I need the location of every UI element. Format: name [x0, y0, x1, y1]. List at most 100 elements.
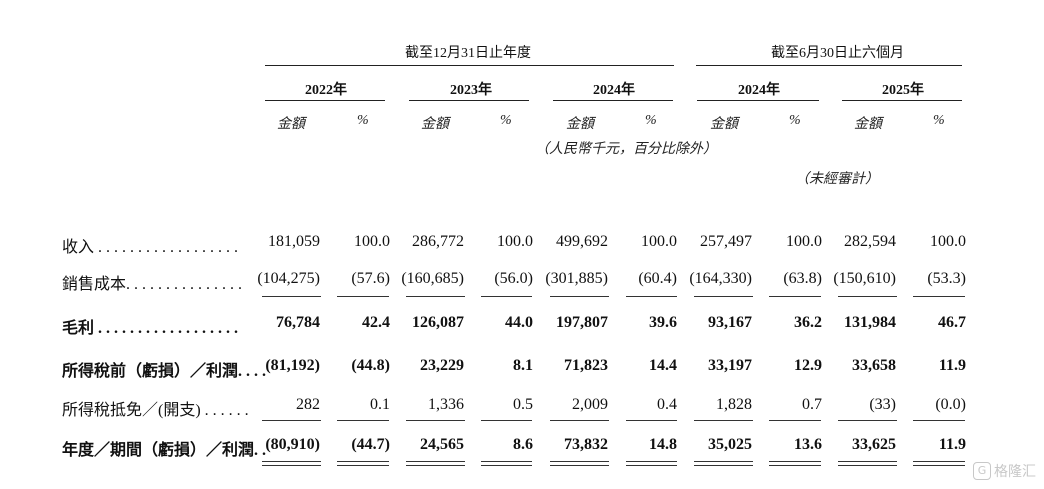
row-label: 毛利 . . . . . . . . . . . . . . . . . .	[62, 320, 239, 337]
cell-amount-2022: 181,059	[268, 233, 320, 250]
total-double-rule	[406, 461, 465, 462]
cell-pct-2024-h1: (63.8)	[783, 270, 822, 287]
total-double-rule	[769, 465, 821, 466]
cell-amount-2023: (160,685)	[401, 270, 464, 287]
subtotal-rule	[694, 296, 753, 297]
cell-pct-2024-h1: 13.6	[794, 436, 822, 453]
cell-amount-2024: 499,692	[556, 233, 608, 250]
subtotal-rule	[481, 420, 532, 421]
cell-amount-2025-h1: 131,984	[844, 314, 896, 331]
total-double-rule	[913, 465, 965, 466]
row-label: 收入 . . . . . . . . . . . . . . . . . .	[62, 239, 239, 256]
col-pct-2024-h1: %	[789, 113, 801, 128]
total-double-rule	[694, 465, 753, 466]
year-2025-h1: 2025年	[882, 83, 924, 98]
cell-pct-2022: 100.0	[354, 233, 390, 250]
watermark: G 格隆汇	[973, 461, 1036, 481]
cell-pct-2022: 42.4	[362, 314, 390, 331]
cell-pct-2023: 0.5	[513, 396, 533, 413]
cell-amount-2023: 24,565	[420, 436, 464, 453]
year-2025-h1-rule	[842, 100, 962, 101]
row-label: 年度／期間（虧損）／利潤. .	[62, 442, 267, 459]
cell-amount-2024: 71,823	[564, 357, 608, 374]
cell-pct-2023: 100.0	[497, 233, 533, 250]
subtotal-rule	[406, 296, 465, 297]
year-2024-rule	[553, 100, 673, 101]
cell-amount-2024: 197,807	[556, 314, 608, 331]
col-amount-2024-h1: 金額	[710, 117, 738, 132]
cell-pct-2025-h1: 11.9	[938, 436, 966, 453]
cell-amount-2023: 1,336	[428, 396, 464, 413]
total-double-rule	[913, 461, 965, 462]
subtotal-rule	[769, 296, 821, 297]
total-double-rule	[406, 465, 465, 466]
col-amount-2022: 金額	[277, 117, 305, 132]
cell-pct-2025-h1: (0.0)	[935, 396, 966, 413]
col-pct-2022: %	[357, 113, 369, 128]
cell-amount-2022: (81,192)	[265, 357, 320, 374]
cell-pct-2024: 100.0	[641, 233, 677, 250]
subtotal-rule	[694, 420, 753, 421]
cell-amount-2024: 73,832	[564, 436, 608, 453]
subtotal-rule	[838, 420, 897, 421]
total-double-rule	[769, 461, 821, 462]
cell-amount-2024-h1: 1,828	[716, 396, 752, 413]
header-fy-rule	[265, 65, 674, 66]
cell-amount-2024-h1: 257,497	[700, 233, 752, 250]
cell-pct-2023: 8.6	[513, 436, 533, 453]
cell-pct-2024-h1: 0.7	[802, 396, 822, 413]
subtotal-rule	[337, 296, 389, 297]
cell-pct-2024: 14.4	[649, 357, 677, 374]
cell-amount-2025-h1: (150,610)	[833, 270, 896, 287]
subtotal-rule	[262, 296, 321, 297]
cell-pct-2025-h1: 46.7	[938, 314, 966, 331]
subtotal-rule	[769, 420, 821, 421]
subtotal-rule	[337, 420, 389, 421]
total-double-rule	[838, 465, 897, 466]
total-double-rule	[337, 465, 389, 466]
header-fiscal-year: 截至12月31日止年度	[405, 46, 531, 61]
col-pct-2023: %	[500, 113, 512, 128]
cell-amount-2022: (104,275)	[257, 270, 320, 287]
cell-amount-2024-h1: 33,197	[708, 357, 752, 374]
cell-amount-2024-h1: (164,330)	[689, 270, 752, 287]
subtotal-rule	[262, 420, 321, 421]
col-pct-2024: %	[645, 113, 657, 128]
cell-pct-2022: (44.8)	[351, 357, 390, 374]
cell-pct-2023: 44.0	[505, 314, 533, 331]
year-2023: 2023年	[450, 83, 492, 98]
cell-amount-2023: 126,087	[412, 314, 464, 331]
cell-amount-2025-h1: 33,658	[852, 357, 896, 374]
subtotal-rule	[550, 420, 609, 421]
total-double-rule	[481, 461, 532, 462]
total-double-rule	[694, 461, 753, 462]
col-pct-2025-h1: %	[933, 113, 945, 128]
cell-pct-2024-h1: 12.9	[794, 357, 822, 374]
unaudited-note: （未經審計）	[795, 172, 879, 187]
cell-pct-2024: 39.6	[649, 314, 677, 331]
year-2024: 2024年	[593, 83, 635, 98]
header-6m-rule	[696, 65, 962, 66]
year-2023-rule	[409, 100, 529, 101]
watermark-text: 格隆汇	[994, 464, 1036, 480]
year-2022-rule	[265, 100, 385, 101]
total-double-rule	[550, 461, 609, 462]
row-label: 所得稅前（虧損）／利潤. . . .	[62, 363, 267, 380]
subtotal-rule	[481, 296, 532, 297]
cell-pct-2025-h1: 11.9	[938, 357, 966, 374]
subtotal-rule	[838, 296, 897, 297]
cell-amount-2022: (80,910)	[265, 436, 320, 453]
cell-pct-2022: (44.7)	[351, 436, 390, 453]
year-2022: 2022年	[305, 83, 347, 98]
total-double-rule	[262, 465, 321, 466]
cell-pct-2024: 0.4	[657, 396, 677, 413]
subtotal-rule	[626, 420, 677, 421]
cell-amount-2024-h1: 93,167	[708, 314, 752, 331]
cell-pct-2022: 0.1	[370, 396, 390, 413]
total-double-rule	[481, 465, 532, 466]
cell-pct-2022: (57.6)	[351, 270, 390, 287]
cell-pct-2025-h1: 100.0	[930, 233, 966, 250]
row-label: 所得稅抵免／(開支) . . . . . .	[62, 402, 249, 419]
cell-amount-2024: 2,009	[572, 396, 608, 413]
cell-pct-2024: 14.8	[649, 436, 677, 453]
